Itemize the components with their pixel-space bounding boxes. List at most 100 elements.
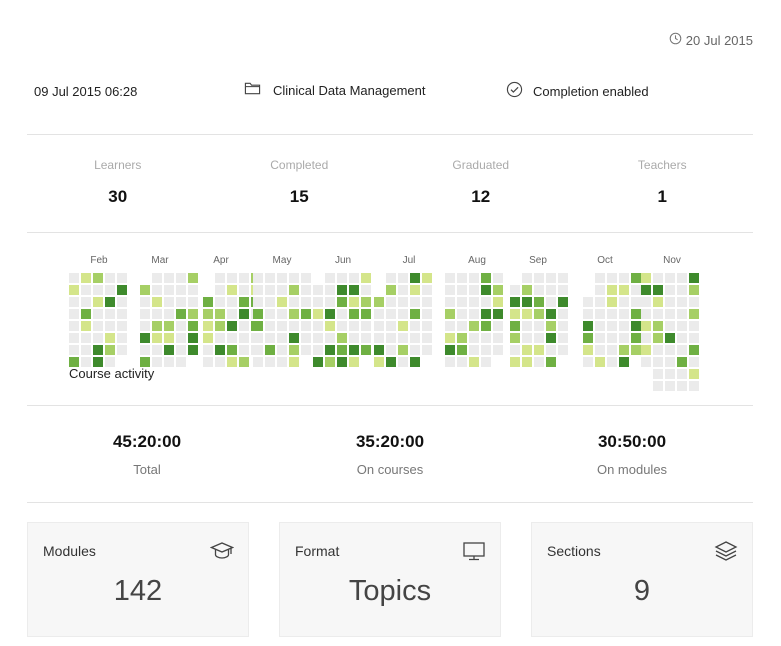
time-label: On modules [596, 462, 668, 477]
heatmap-cell [595, 273, 605, 283]
heatmap-cell [265, 333, 275, 343]
heatmap-cell [607, 273, 617, 283]
summary-cards: Modules 142 Format Topics Sections 9 [27, 522, 753, 637]
heatmap-cell [386, 321, 396, 331]
completion-status: Completion enabled [506, 81, 649, 101]
heatmap-cell [445, 285, 455, 295]
format-card[interactable]: Format Topics [279, 522, 501, 637]
heatmap-cell [325, 285, 335, 295]
heatmap-cell [595, 357, 605, 367]
heatmap-cell [140, 297, 150, 307]
heatmap-cell [510, 357, 520, 367]
heatmap-cell [607, 345, 617, 355]
heatmap-cell [361, 345, 371, 355]
heatmap-month-label: Sep [529, 255, 547, 266]
heatmap-cell [469, 285, 479, 295]
heatmap-cell [457, 357, 467, 367]
heatmap-cell [653, 321, 663, 331]
heatmap-cell [337, 297, 347, 307]
heatmap-cell [386, 345, 396, 355]
heatmap-cell [176, 273, 186, 283]
heatmap-cell [188, 285, 198, 295]
heatmap-cell [534, 285, 544, 295]
heatmap-cell [164, 297, 174, 307]
heatmap-cell [265, 357, 275, 367]
heatmap-cell [534, 333, 544, 343]
enrolment-stats: Learners 30 Completed 15 Graduated 12 Te… [27, 158, 753, 208]
heatmap-cell [289, 321, 299, 331]
modules-card[interactable]: Modules 142 [27, 522, 249, 637]
heatmap-cell [481, 333, 491, 343]
heatmap-cell [289, 297, 299, 307]
heatmap-cell [653, 273, 663, 283]
heatmap-cell [239, 309, 249, 319]
heatmap-cell [631, 333, 641, 343]
heatmap-cell [253, 309, 263, 319]
completion-label: Completion enabled [533, 83, 649, 99]
heatmap-cell [93, 357, 103, 367]
heatmap-month-label: Jun [334, 255, 352, 266]
heatmap-cell [349, 357, 359, 367]
course-category-label: Clinical Data Management [273, 82, 426, 98]
check-circle-icon [506, 81, 523, 101]
stat-value: 12 [471, 187, 491, 206]
course-activity-heatmap: Course activity Feb Mar Apr May Jun Jul Aug Sep… [27, 255, 753, 391]
heatmap-cell [595, 321, 605, 331]
card-title: Modules [43, 543, 96, 559]
divider [27, 134, 753, 135]
heatmap-cell [105, 321, 115, 331]
heatmap-cell [188, 333, 198, 343]
heatmap-cell [677, 297, 687, 307]
heatmap-cell [203, 345, 213, 355]
heatmap-cell [653, 369, 663, 379]
heatmap-cell [689, 381, 699, 391]
heatmap-cell [374, 321, 384, 331]
heatmap-cell [510, 285, 520, 295]
heatmap-cell [677, 333, 687, 343]
heatmap-cell [265, 309, 275, 319]
heatmap-cell [546, 297, 556, 307]
heatmap-cell [152, 285, 162, 295]
heatmap-cell [665, 297, 675, 307]
heatmap-cell [481, 321, 491, 331]
stat-teachers: Teachers 1 [572, 158, 754, 208]
card-title: Format [295, 543, 340, 559]
heatmap-cell [398, 345, 408, 355]
heatmap-cell [631, 321, 641, 331]
heatmap-cell [534, 273, 544, 283]
heatmap-cell [422, 285, 432, 295]
course-category[interactable]: Clinical Data Management [244, 80, 425, 100]
heatmap-cell [301, 345, 311, 355]
heatmap-cell [203, 321, 213, 331]
heatmap-cell [215, 345, 225, 355]
heatmap-cell [289, 285, 299, 295]
heatmap-cell [93, 333, 103, 343]
heatmap-cell [522, 297, 532, 307]
heatmap-cell [69, 285, 79, 295]
heatmap-cell [546, 321, 556, 331]
heatmap-cell [665, 273, 675, 283]
heatmap-cell [140, 285, 150, 295]
heatmap-cell [176, 333, 186, 343]
heatmap-cell [422, 297, 432, 307]
heatmap-cell [422, 345, 432, 355]
heatmap-cell [631, 285, 641, 295]
heatmap-cell [188, 309, 198, 319]
heatmap-cell [152, 321, 162, 331]
heatmap-cell [117, 333, 127, 343]
heatmap-cell [595, 309, 605, 319]
heatmap-cell [631, 297, 641, 307]
heatmap-cell [689, 285, 699, 295]
heatmap-cell [289, 333, 299, 343]
sections-card[interactable]: Sections 9 [531, 522, 753, 637]
heatmap-cell [105, 357, 115, 367]
heatmap-cell [619, 357, 629, 367]
heatmap-cell [595, 333, 605, 343]
heatmap-cell [665, 285, 675, 295]
heatmap-cell [677, 345, 687, 355]
heatmap-cell [493, 297, 503, 307]
heatmap-cell [361, 333, 371, 343]
heatmap-cell [361, 285, 371, 295]
heatmap-cell [277, 273, 287, 283]
heatmap-cell [534, 321, 544, 331]
